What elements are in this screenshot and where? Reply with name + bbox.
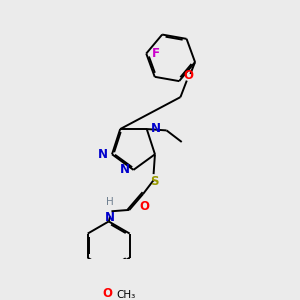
Text: O: O — [183, 69, 193, 82]
Text: N: N — [98, 148, 108, 161]
Text: O: O — [139, 200, 149, 213]
Text: H: H — [106, 196, 114, 207]
Text: N: N — [120, 164, 130, 176]
Text: O: O — [102, 287, 112, 300]
Text: N: N — [151, 122, 160, 135]
Text: CH₃: CH₃ — [116, 290, 136, 300]
Text: F: F — [152, 47, 160, 60]
Text: S: S — [150, 175, 158, 188]
Text: N: N — [105, 211, 116, 224]
